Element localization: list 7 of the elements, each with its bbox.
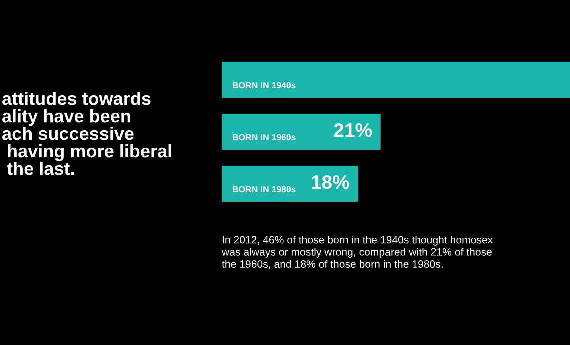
data-label: 21% — [334, 123, 372, 138]
y-tick-label: BORN IN 1940s — [233, 82, 296, 89]
text: In 2012, 46% of those born in the 1940s thought homosex was always or mostly wrong, compared with 21% of those the 1960s, and 18% of those born in the 1980s. — [222, 236, 494, 270]
y-tick-label: BORN IN 1980s — [233, 186, 296, 193]
y-tick-label: BORN IN 1960s — [233, 134, 296, 141]
data-label: 18% — [312, 175, 350, 190]
text: attitudes towards ality have been ach successive having more liberal the last. — [2, 92, 172, 176]
